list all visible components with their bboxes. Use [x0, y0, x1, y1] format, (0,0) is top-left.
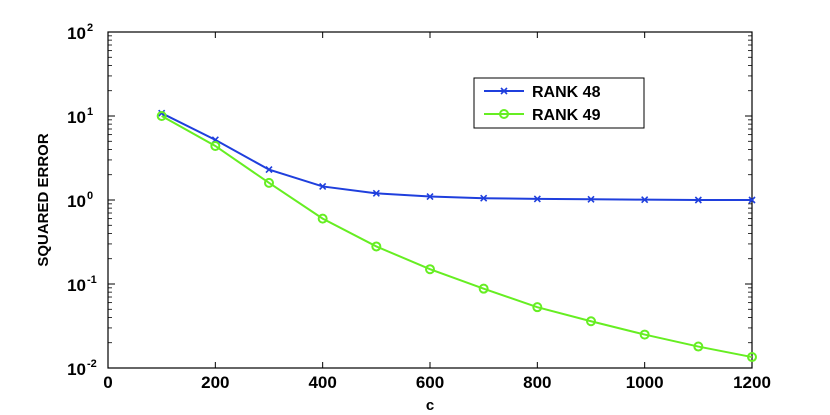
legend-label: RANK 49: [532, 107, 601, 124]
data-point: [747, 352, 757, 363]
y-axis-title: SQUARED ERROR: [35, 133, 52, 267]
series-layer: [156, 109, 757, 363]
data-point: [693, 341, 704, 352]
data-point: [587, 195, 595, 203]
x-tick-label: 800: [523, 373, 551, 392]
data-point: [641, 196, 649, 204]
data-point: [639, 329, 650, 340]
data-point: [317, 213, 328, 224]
data-point: [478, 283, 489, 294]
y-tick-exponent: 2: [87, 22, 93, 34]
x-tick-label: 1200: [733, 373, 771, 392]
y-tick-exponent: -2: [87, 358, 97, 370]
y-tick-exponent: 1: [87, 106, 93, 118]
x-tick-label: 0: [103, 373, 112, 392]
y-tick-label: 10: [67, 276, 86, 295]
data-point: [156, 111, 167, 121]
y-tick-label: 10: [67, 24, 86, 43]
data-point: [264, 177, 274, 188]
x-tick-label: 400: [308, 373, 336, 392]
data-point: [372, 189, 380, 197]
data-point: [532, 302, 543, 313]
x-tick-label: 600: [416, 373, 444, 392]
x-axis: 0 200 400 600 800 1000 1200: [103, 32, 771, 392]
y-tick-exponent: 0: [87, 190, 93, 202]
data-point: [265, 166, 273, 174]
series-line-1: [161, 112, 752, 201]
data-point: [426, 192, 434, 201]
x-axis-title: c: [426, 397, 434, 414]
data-point: [158, 109, 166, 117]
x-tick-label: 200: [201, 373, 229, 392]
data-point: [586, 316, 596, 327]
data-point: [425, 264, 435, 275]
y-tick-label: 10: [67, 360, 86, 379]
y-tick-label: 10: [67, 192, 86, 211]
legend: RANK 48 RANK 49: [473, 77, 645, 129]
legend-label: RANK 48: [532, 84, 601, 101]
data-point: [480, 194, 488, 202]
y-tick-exponent: -1: [87, 274, 97, 286]
legend-items: RANK 48 RANK 49: [484, 84, 601, 124]
x-tick-label: 1000: [626, 373, 664, 392]
legend-marker: [499, 109, 509, 119]
legend-marker: [500, 87, 508, 95]
data-point: [210, 140, 221, 151]
data-point: [533, 195, 541, 203]
data-point: [371, 241, 382, 252]
y-tick-label: 10: [67, 108, 86, 127]
series-line-2: [161, 115, 753, 359]
data-point: [748, 196, 756, 204]
data-point: [694, 196, 702, 204]
legend-box: [473, 77, 645, 129]
data-point: [319, 182, 327, 191]
